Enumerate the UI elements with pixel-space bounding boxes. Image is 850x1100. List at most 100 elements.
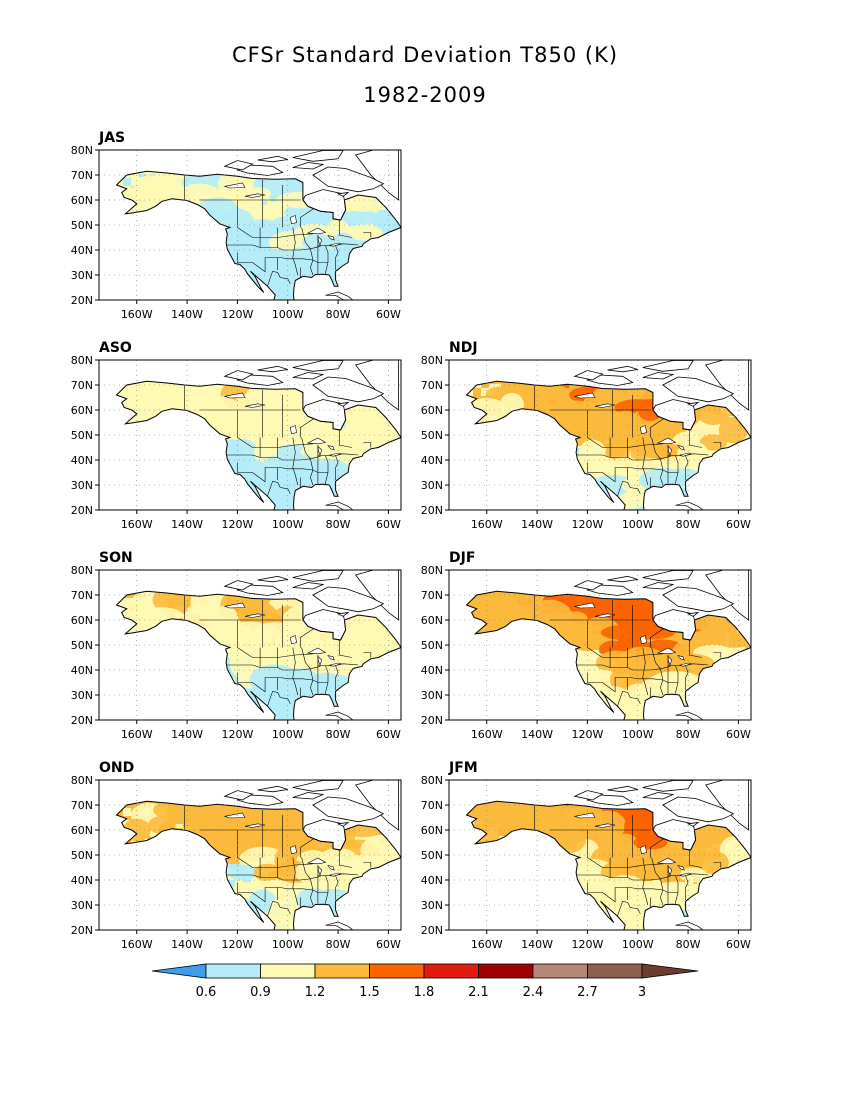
panel-label: DJF [449, 550, 475, 566]
lat-tick-label: 80N [71, 144, 93, 157]
panel-label: ASO [99, 340, 132, 356]
lat-tick-label: 60N [71, 824, 93, 837]
lat-tick-label: 80N [71, 354, 93, 367]
lat-tick-label: 40N [71, 664, 93, 677]
lat-tick-label: 20N [71, 714, 93, 727]
lat-tick-label: 70N [71, 799, 93, 812]
lon-tick-label: 80W [676, 938, 701, 951]
lon-tick-label: 160W [121, 308, 153, 321]
lon-tick-label: 140W [171, 518, 203, 531]
colorbar-label: 1.8 [414, 985, 435, 1000]
lon-tick-label: 140W [521, 728, 553, 741]
panel-label: NDJ [449, 340, 478, 356]
lat-tick-label: 50N [71, 429, 93, 442]
panel-label: OND [99, 760, 134, 776]
lat-tick-label: 30N [421, 899, 443, 912]
coastline [115, 380, 402, 511]
lat-tick-label: 60N [71, 194, 93, 207]
lon-tick-label: 140W [171, 728, 203, 741]
panel-label: SON [99, 550, 133, 566]
colorbar-segment [260, 963, 316, 979]
map-panel-djf: 80N 70N 60N 50N 40N 30N 20N 160W 140W 120W 100W 80W… [421, 550, 752, 741]
colorbar-arrow-high [641, 963, 699, 979]
lat-tick-label: 30N [421, 479, 443, 492]
map-panel-ndj: 80N 70N 60N 50N 40N 30N 20N 160W 140W 120W 100W 80W… [421, 340, 752, 531]
panel-label: JAS [98, 130, 125, 146]
colorbar: 0.6 0.9 1.2 1.5 1.8 2.1 2.4 2.7 3 [151, 963, 699, 1000]
lon-tick-label: 60W [726, 518, 751, 531]
lat-tick-label: 80N [421, 774, 443, 787]
colorbar-label: 0.9 [250, 985, 271, 1000]
coastline [465, 380, 752, 511]
lat-tick-label: 60N [71, 614, 93, 627]
lat-tick-label: 80N [71, 774, 93, 787]
lon-tick-label: 160W [471, 518, 503, 531]
lat-tick-label: 30N [71, 479, 93, 492]
colorbar-segment [314, 963, 370, 979]
lat-tick-label: 30N [421, 689, 443, 702]
lat-tick-label: 50N [71, 849, 93, 862]
colorbar-label: 2.7 [577, 985, 598, 1000]
panel-label: JFM [448, 760, 478, 776]
colorbar-segment [423, 963, 479, 979]
lon-tick-label: 100W [272, 728, 304, 741]
lat-tick-label: 80N [71, 564, 93, 577]
map-panels: 80N 70N 60N 50N 40N 30N 20N 160W 140W 120W 100W 80W… [71, 130, 752, 951]
lon-tick-label: 60W [376, 308, 401, 321]
figure-subtitle: 1982-2009 [363, 83, 486, 107]
map-panel-jas: 80N 70N 60N 50N 40N 30N 20N 160W 140W 120W 100W 80W… [71, 130, 402, 321]
map-panel-son: 80N 70N 60N 50N 40N 30N 20N 160W 140W 120W 100W 80W… [71, 550, 402, 741]
lon-tick-label: 60W [726, 938, 751, 951]
lat-tick-label: 40N [421, 874, 443, 887]
lon-tick-label: 60W [376, 518, 401, 531]
coastline [465, 590, 752, 721]
lat-tick-label: 40N [71, 454, 93, 467]
lat-tick-label: 30N [71, 269, 93, 282]
colorbar-label: 1.5 [359, 985, 380, 1000]
lat-tick-label: 20N [71, 924, 93, 937]
lat-tick-label: 40N [71, 244, 93, 257]
lat-tick-label: 50N [71, 639, 93, 652]
lon-tick-label: 80W [326, 938, 351, 951]
lat-tick-label: 70N [421, 799, 443, 812]
colorbar-label: 3 [638, 985, 646, 1000]
map-panel-ond: 80N 70N 60N 50N 40N 30N 20N 160W 140W 120W 100W 80W… [71, 760, 402, 951]
lat-tick-label: 60N [421, 824, 443, 837]
lat-tick-label: 80N [421, 354, 443, 367]
colorbar-segment [369, 963, 425, 979]
coastline [115, 800, 402, 931]
lat-tick-label: 50N [421, 849, 443, 862]
colorbar-segment [205, 963, 261, 979]
lon-tick-label: 160W [471, 938, 503, 951]
lon-tick-label: 80W [676, 728, 701, 741]
lat-tick-label: 50N [71, 219, 93, 232]
lat-tick-label: 60N [421, 614, 443, 627]
lon-tick-label: 80W [326, 308, 351, 321]
lat-tick-label: 40N [421, 454, 443, 467]
lon-tick-label: 100W [622, 938, 654, 951]
colorbar-segment [532, 963, 588, 979]
lat-tick-label: 70N [71, 589, 93, 602]
lat-tick-label: 20N [421, 714, 443, 727]
map-panel-aso: 80N 70N 60N 50N 40N 30N 20N 160W 140W 120W 100W 80W… [71, 340, 402, 531]
lon-tick-label: 80W [326, 728, 351, 741]
lat-tick-label: 80N [421, 564, 443, 577]
coastline [115, 170, 402, 301]
lon-tick-label: 100W [622, 518, 654, 531]
lon-tick-label: 120W [221, 728, 253, 741]
lon-tick-label: 120W [221, 938, 253, 951]
lon-tick-label: 120W [221, 308, 253, 321]
lon-tick-label: 140W [171, 938, 203, 951]
lon-tick-label: 140W [171, 308, 203, 321]
lat-tick-label: 70N [71, 379, 93, 392]
lon-tick-label: 100W [622, 728, 654, 741]
lon-tick-label: 80W [676, 518, 701, 531]
lat-tick-label: 30N [71, 899, 93, 912]
lat-tick-label: 40N [71, 874, 93, 887]
lat-tick-label: 60N [421, 404, 443, 417]
coastline [465, 800, 752, 931]
lon-tick-label: 160W [121, 938, 153, 951]
colorbar-label: 0.6 [196, 985, 217, 1000]
lon-tick-label: 80W [326, 518, 351, 531]
